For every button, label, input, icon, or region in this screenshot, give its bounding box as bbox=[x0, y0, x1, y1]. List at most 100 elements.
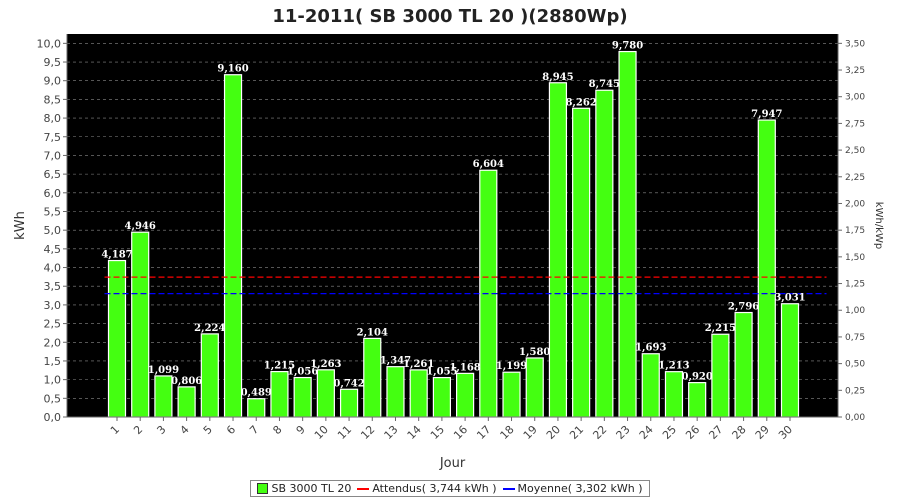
bar bbox=[316, 369, 335, 418]
grid-lines bbox=[67, 43, 838, 399]
bar bbox=[154, 375, 173, 418]
data-label: 0,806 bbox=[171, 376, 202, 387]
y-tick-label: 5,5 bbox=[44, 205, 62, 218]
bar bbox=[386, 366, 405, 418]
bar bbox=[432, 376, 451, 418]
y-tick-label: 1,0 bbox=[44, 374, 62, 387]
x-tick-label: 26 bbox=[683, 423, 702, 442]
bar bbox=[548, 82, 568, 418]
legend-item-moyenne: Moyenne( 3,302 kWh ) bbox=[502, 482, 643, 495]
x-tick-label: 28 bbox=[730, 423, 749, 442]
bar bbox=[293, 376, 312, 418]
x-tick-label: 8 bbox=[270, 423, 284, 437]
y2-tick-label: 2,00 bbox=[845, 199, 865, 209]
y2-tick-label: 1,00 bbox=[845, 306, 865, 316]
x-tick-label: 2 bbox=[131, 423, 145, 437]
bar bbox=[780, 303, 800, 418]
chart-title: 11-2011( SB 3000 TL 20 )(2880Wp) bbox=[272, 6, 628, 27]
data-label: 1,055 bbox=[426, 367, 457, 378]
y2-tick-label: 3,00 bbox=[845, 93, 865, 103]
y2-tick-label: 0,50 bbox=[845, 360, 865, 370]
x-tick-label: 1 bbox=[108, 423, 122, 437]
x-tick-label: 4 bbox=[178, 423, 192, 437]
plot-area bbox=[67, 34, 838, 417]
data-label: 4,187 bbox=[101, 250, 132, 261]
legend-label-moyenne: Moyenne( 3,302 kWh ) bbox=[517, 482, 643, 495]
x-tick-label: 29 bbox=[753, 423, 772, 442]
bar bbox=[107, 259, 127, 418]
x-tick-label: 19 bbox=[521, 423, 540, 442]
bar bbox=[734, 311, 753, 418]
y-tick-label: 2,0 bbox=[44, 336, 62, 349]
x-tick-label: 25 bbox=[660, 423, 679, 442]
bar bbox=[456, 372, 475, 418]
bar bbox=[502, 371, 521, 418]
bar bbox=[131, 231, 150, 418]
y2-tick-label: 1,25 bbox=[845, 280, 865, 290]
y-tick-label: 4,0 bbox=[44, 262, 62, 275]
bar bbox=[618, 50, 637, 418]
legend-label-bars: SB 3000 TL 20 bbox=[271, 482, 352, 495]
y2-tick-label: 2,25 bbox=[845, 173, 865, 183]
data-label: 3,031 bbox=[774, 293, 805, 304]
x-tick-label: 11 bbox=[335, 423, 354, 442]
data-label: 8,945 bbox=[542, 72, 573, 83]
data-label: 1,099 bbox=[148, 365, 179, 376]
data-label: 0,489 bbox=[241, 388, 272, 399]
bar-chart: 0,0 0,5 1,0 1,5 2,0 2,5 3,0 3,5 4,0 4,5 5,0 5,5 6,0 6… bbox=[13, 34, 884, 471]
y2-tick-label: 2,75 bbox=[845, 119, 865, 129]
bar bbox=[757, 119, 776, 418]
y2-tick-label: 3,50 bbox=[845, 39, 865, 49]
y2-tick-label: 0,25 bbox=[845, 386, 865, 396]
data-label: 1,693 bbox=[635, 343, 666, 354]
bars bbox=[107, 50, 800, 418]
data-label: 2,104 bbox=[357, 327, 388, 338]
x-tick-label: 14 bbox=[405, 423, 424, 442]
bar bbox=[247, 398, 266, 418]
y2-tick-label: 1,50 bbox=[845, 253, 865, 263]
bar bbox=[595, 89, 614, 418]
y-tick-label: 3,5 bbox=[44, 280, 62, 293]
bar bbox=[525, 357, 544, 418]
y2-axis-title: kWh/kWp bbox=[873, 202, 884, 249]
y-tick-label: 5,0 bbox=[44, 224, 62, 237]
x-tick-label: 3 bbox=[154, 423, 168, 437]
bar bbox=[363, 337, 382, 418]
y-tick-label: 0,5 bbox=[44, 392, 62, 405]
data-label: 0,920 bbox=[682, 372, 713, 383]
data-label: 2,796 bbox=[728, 302, 759, 313]
x-tick-label: 23 bbox=[614, 423, 633, 442]
y2-tick-label: 1,75 bbox=[845, 226, 865, 236]
bar bbox=[711, 333, 730, 418]
bar bbox=[339, 388, 359, 418]
x-tick-label: 7 bbox=[247, 423, 261, 437]
y2-tick-label: 0,75 bbox=[845, 333, 865, 343]
y-tick-label: 8,0 bbox=[44, 112, 62, 125]
data-label: 1,261 bbox=[403, 359, 434, 370]
y2-tick-label: 0,00 bbox=[845, 413, 865, 423]
data-label: 1,199 bbox=[496, 361, 527, 372]
data-label: 1,215 bbox=[264, 361, 295, 372]
data-label: 9,160 bbox=[217, 64, 248, 75]
bar bbox=[200, 333, 219, 418]
y-tick-label: 3,0 bbox=[44, 299, 62, 312]
data-label: 1,580 bbox=[519, 347, 550, 358]
legend: SB 3000 TL 20 Attendus( 3,744 kWh ) Moye… bbox=[250, 480, 650, 497]
data-label: 7,947 bbox=[751, 109, 782, 120]
data-label: 1,263 bbox=[310, 359, 341, 370]
y-tick-label: 6,5 bbox=[44, 168, 62, 181]
y-tick-label: 9,5 bbox=[44, 56, 62, 69]
legend-swatch-bars bbox=[257, 483, 269, 494]
y-tick-label: 10,0 bbox=[37, 37, 62, 50]
y-tick-label: 7,0 bbox=[44, 149, 62, 162]
bar bbox=[270, 371, 289, 418]
x-axis: 1 2 3 4 5 6 7 8 9 10 11 12 13 14 15 16 17 18 19 20 21 22 23 24 2… bbox=[67, 416, 838, 442]
y-tick-label: 0,0 bbox=[44, 411, 62, 424]
y-tick-label: 4,5 bbox=[44, 243, 62, 256]
x-tick-label: 6 bbox=[224, 423, 238, 437]
bar bbox=[641, 353, 660, 418]
data-label: 8,262 bbox=[565, 97, 596, 108]
x-tick-label: 21 bbox=[567, 423, 586, 442]
y-tick-label: 2,5 bbox=[44, 318, 62, 331]
